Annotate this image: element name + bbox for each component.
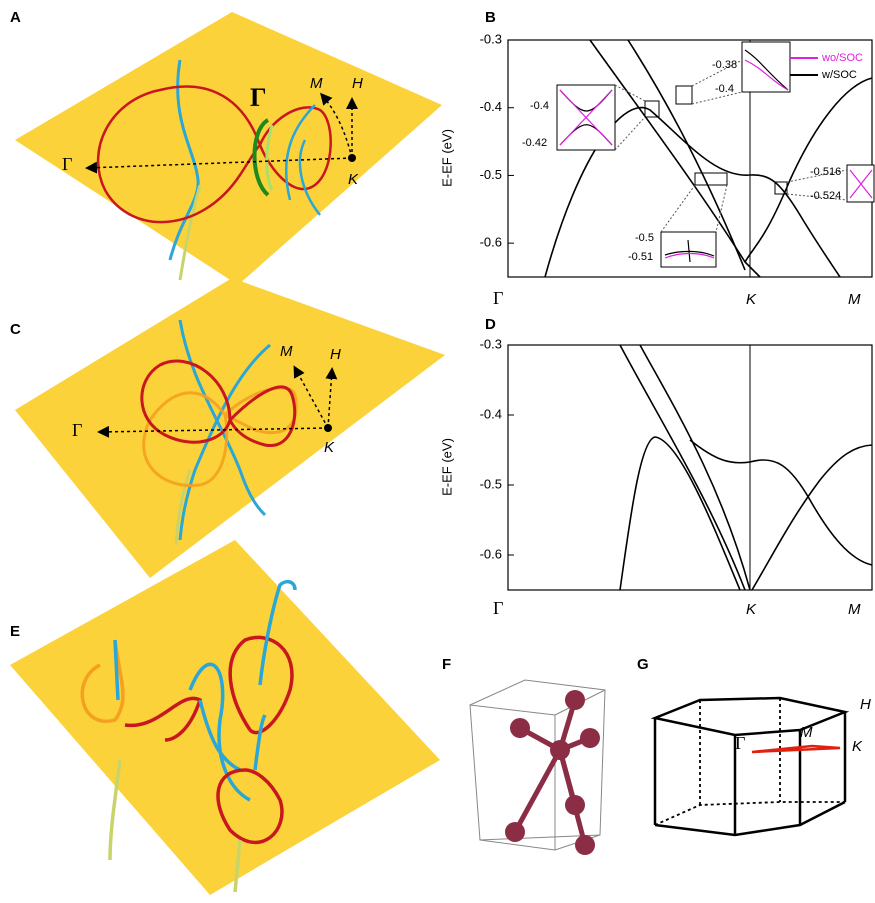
label: K — [746, 291, 757, 308]
label: -0.4 — [530, 100, 549, 112]
label: M — [848, 601, 861, 618]
label: -0.516 — [810, 166, 841, 178]
label: H — [860, 696, 871, 713]
label: H — [352, 75, 363, 92]
label: -0.42 — [522, 137, 547, 149]
polygon-shape — [470, 680, 605, 840]
circle-shape — [580, 728, 600, 748]
label: A — [10, 9, 21, 26]
line-shape — [615, 117, 645, 150]
label: M — [800, 724, 813, 741]
y-tick-label: -0.4 — [480, 99, 502, 114]
y-tick-label: -0.5 — [480, 476, 502, 491]
label: Γ — [735, 733, 745, 753]
label: -0.51 — [628, 251, 653, 263]
label: -0.524 — [810, 190, 841, 202]
label: E — [10, 623, 20, 640]
curve — [690, 440, 872, 565]
label: -0.5 — [635, 232, 654, 244]
y-tick-label: -0.3 — [480, 31, 502, 46]
label: M — [280, 343, 293, 360]
circle-shape — [348, 154, 356, 162]
line-shape — [515, 750, 560, 832]
figure: A Γ Γ M H K B -0.4 -0.42 -0.38 -0.4 -0.5… — [0, 0, 875, 898]
line-shape — [470, 705, 555, 715]
label: Γ — [493, 598, 503, 618]
circle-shape — [565, 690, 585, 710]
curve — [752, 445, 872, 590]
y-tick-label: -0.5 — [480, 167, 502, 182]
curve — [655, 802, 845, 835]
circle-shape — [575, 835, 595, 855]
y-tick-label: -0.4 — [480, 406, 502, 421]
line-shape — [615, 85, 645, 101]
label: -0.4 — [715, 83, 734, 95]
label: E-EF (eV) — [439, 129, 454, 187]
y-tick-label: -0.6 — [480, 235, 502, 250]
y-tick-label: -0.3 — [480, 336, 502, 351]
curve — [640, 345, 750, 590]
circle-shape — [510, 718, 530, 738]
circle-shape — [324, 424, 332, 432]
circle-shape — [505, 822, 525, 842]
label: wo/SOC — [821, 52, 863, 64]
label: F — [442, 656, 451, 673]
label: M — [848, 291, 861, 308]
g-shape — [655, 698, 845, 835]
polygon-shape — [15, 12, 442, 285]
label: C — [10, 321, 21, 338]
label: -0.38 — [712, 59, 737, 71]
label: E-EF (eV) — [439, 438, 454, 496]
circle-shape — [550, 740, 570, 760]
rect-shape — [742, 42, 790, 92]
label: M — [310, 75, 323, 92]
label: Γ — [62, 154, 72, 174]
label: Γ — [250, 83, 267, 112]
line-shape — [661, 185, 695, 232]
label: H — [330, 346, 341, 363]
label: w/SOC — [821, 69, 857, 81]
label: G — [637, 656, 649, 673]
label: Γ — [72, 420, 82, 440]
rect-shape — [508, 345, 872, 590]
g-shape — [655, 698, 845, 825]
g-shape — [560, 50, 872, 262]
circle-shape — [565, 795, 585, 815]
y-tick-label: -0.6 — [480, 546, 502, 561]
polygon-shape — [10, 540, 440, 895]
g-shape — [470, 680, 605, 850]
label: K — [852, 738, 863, 755]
curve — [655, 802, 845, 825]
label: B — [485, 9, 496, 26]
rect-shape — [676, 86, 692, 104]
label: Γ — [493, 288, 503, 308]
label: K — [348, 171, 359, 188]
polygon-shape — [655, 698, 845, 735]
polygon-shape — [752, 746, 840, 752]
curve — [620, 345, 745, 590]
rect-shape — [695, 173, 727, 185]
label: D — [485, 316, 496, 333]
label: K — [324, 439, 335, 456]
label: K — [746, 601, 757, 618]
